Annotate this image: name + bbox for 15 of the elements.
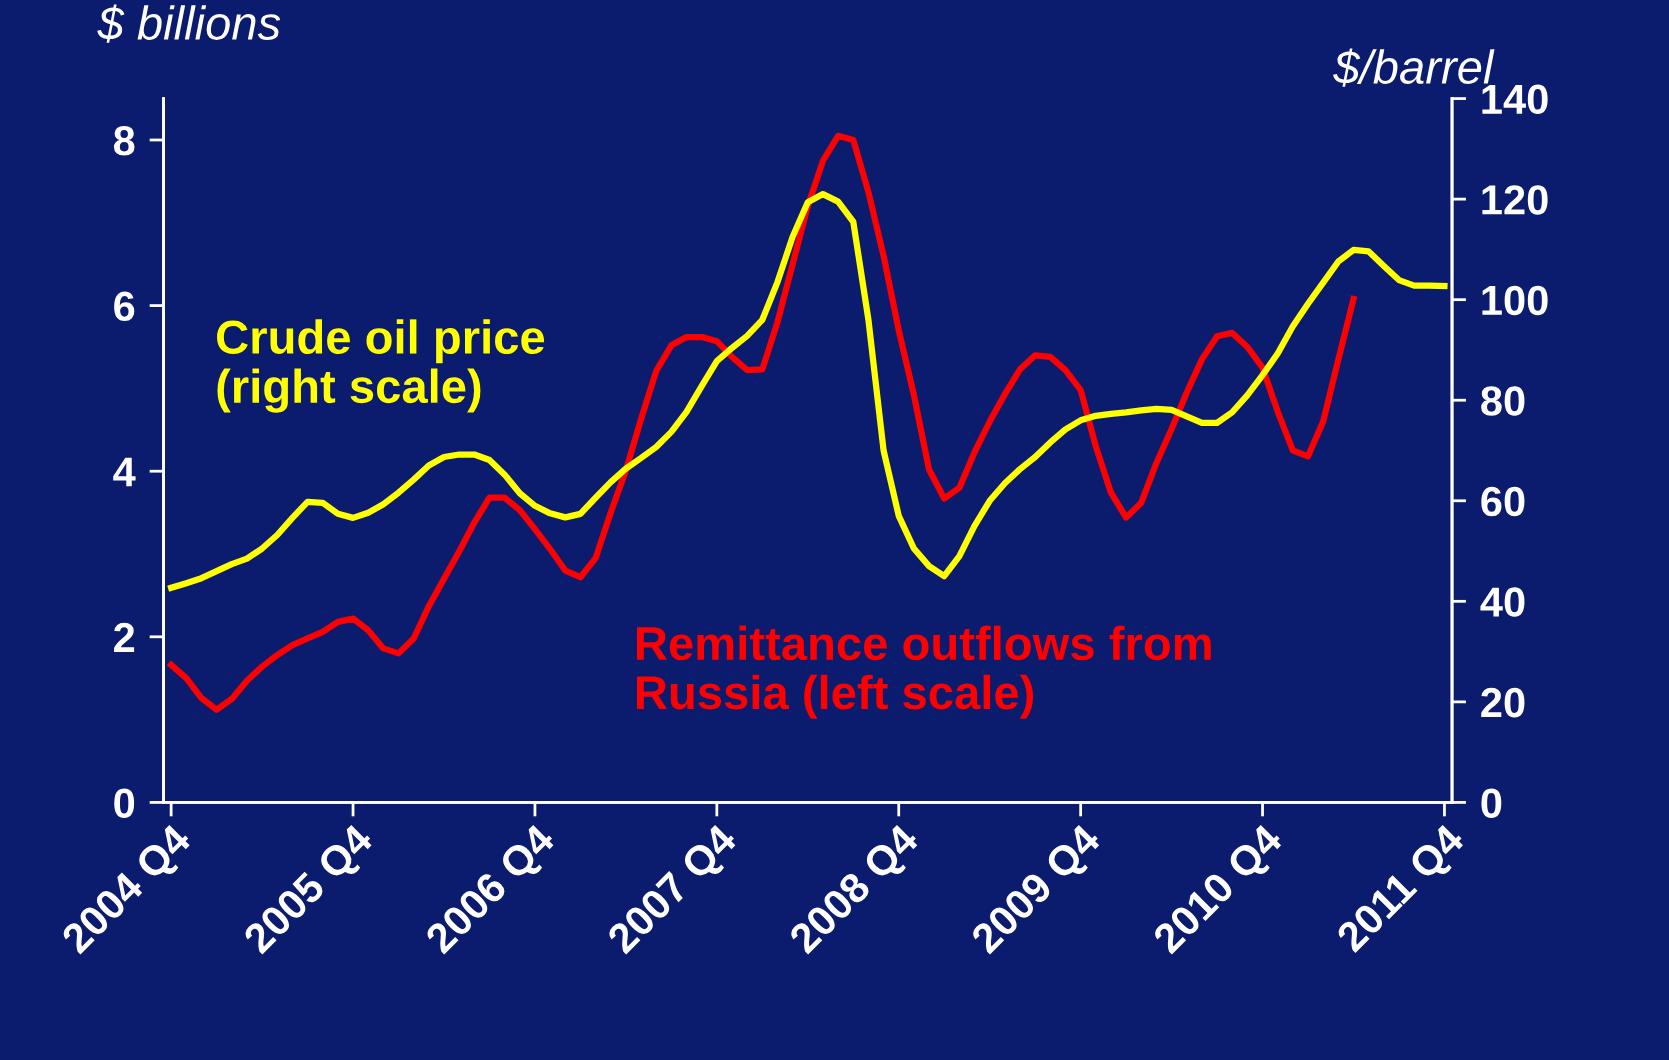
- y-axis-title: $ billions: [97, 4, 281, 43]
- y2-tick-label: 80: [1481, 386, 1525, 416]
- y2-tick-label: 60: [1481, 486, 1525, 517]
- series-label: Crude oil price (right scale): [217, 319, 545, 413]
- series-label: Remittance outflows from Russia (left scale): [637, 625, 1211, 719]
- y2-tick-label: 40: [1480, 587, 1525, 617]
- y2-tick-label: 120: [1482, 185, 1548, 215]
- y-tick-label: 8: [113, 125, 135, 156]
- y2-tick-label: 20: [1481, 687, 1525, 718]
- y-tick-label: 6: [114, 291, 135, 322]
- y2-tick-label: 100: [1482, 285, 1548, 316]
- y-tick-label: 2: [114, 622, 135, 652]
- y-tick-label: 0: [114, 788, 135, 818]
- y-tick-label: 4: [113, 457, 136, 487]
- y2-tick-label: 0: [1481, 788, 1502, 818]
